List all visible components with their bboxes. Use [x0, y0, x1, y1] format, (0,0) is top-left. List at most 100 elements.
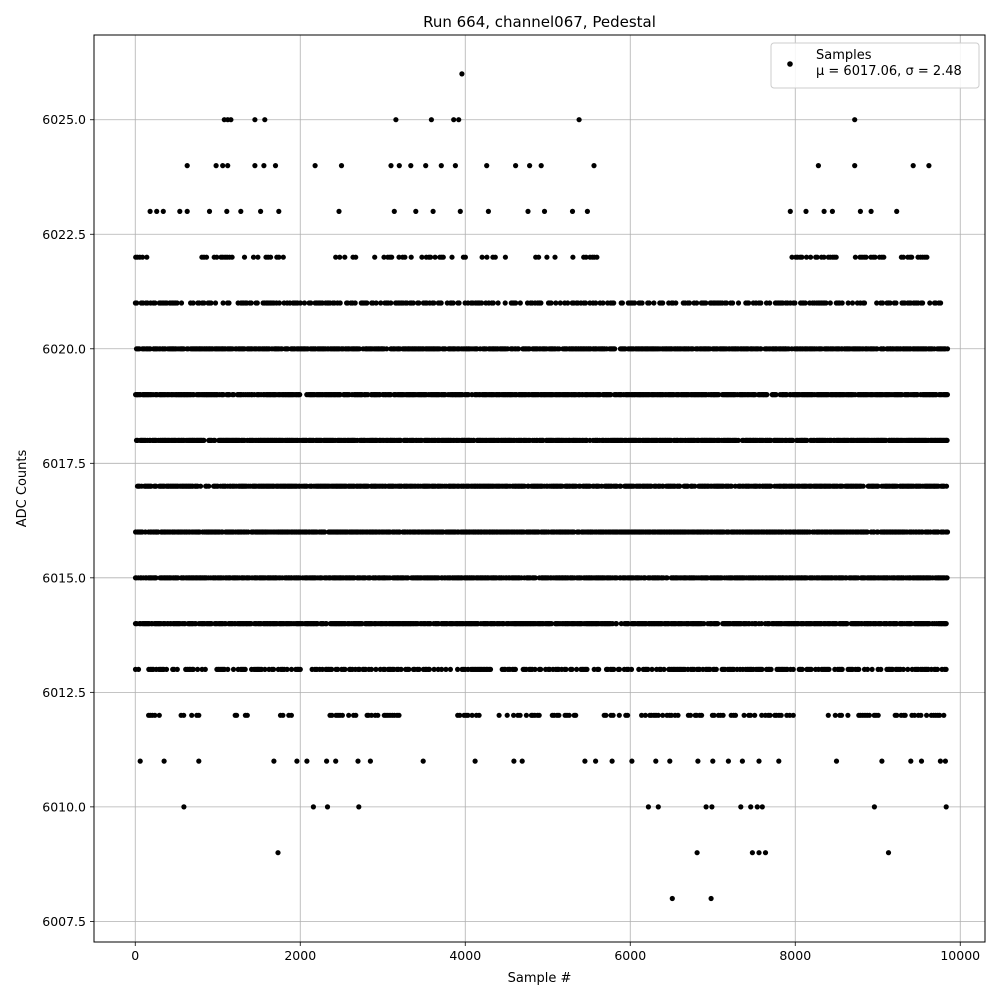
sample-point: [875, 483, 881, 489]
sample-point: [613, 621, 620, 627]
sample-point: [673, 300, 679, 306]
sample-point: [639, 300, 645, 306]
sample-point: [548, 621, 555, 627]
sample-point: [178, 300, 185, 306]
data-points: [132, 71, 951, 902]
sample-point: [735, 437, 741, 443]
sample-point: [276, 300, 282, 306]
sample-point: [692, 483, 698, 489]
sample-point: [861, 300, 868, 306]
sample-point: [226, 300, 232, 306]
sample-point: [230, 666, 237, 673]
sample-point: [701, 621, 707, 627]
chart-title: Run 664, channel067, Pedestal: [423, 13, 656, 31]
sample-point: [538, 300, 544, 306]
sample-point: [368, 666, 374, 673]
sample-point: [206, 483, 212, 489]
sample-point: [254, 300, 260, 306]
sample-point: [792, 300, 798, 306]
sample-point: [416, 300, 422, 306]
sample-point: [502, 300, 508, 306]
sample-point: [758, 300, 764, 306]
sample-point: [618, 483, 624, 489]
sample-point: [660, 300, 666, 306]
sample-point: [849, 300, 856, 306]
sample-point: [565, 300, 571, 306]
sample-point: [135, 666, 142, 673]
sample-point: [352, 300, 358, 306]
sample-point: [600, 300, 606, 306]
sample-point: [134, 300, 140, 306]
sample-point: [373, 300, 379, 306]
sample-point: [920, 300, 926, 306]
sample-point: [943, 483, 950, 489]
sample-point: [450, 300, 456, 306]
sample-point: [619, 300, 626, 306]
sample-point: [271, 666, 277, 673]
sample-point: [174, 666, 180, 673]
sample-point: [728, 483, 735, 489]
sample-point: [208, 300, 214, 306]
sample-point: [611, 300, 617, 306]
sample-point: [944, 529, 951, 535]
sample-point: [388, 300, 394, 306]
sample-point: [456, 300, 462, 306]
sample-point: [153, 575, 159, 581]
sample-point: [242, 666, 248, 673]
sample-point: [322, 529, 328, 535]
sample-point: [248, 300, 254, 306]
sample-point: [730, 300, 736, 306]
sample-point: [790, 437, 796, 443]
sample-point: [198, 483, 204, 489]
sample-point: [364, 300, 370, 306]
sample-point: [839, 300, 845, 306]
sample-point: [694, 300, 700, 306]
sample-point: [686, 300, 693, 306]
sample-point: [767, 300, 773, 306]
sample-point: [715, 621, 721, 627]
sample-point: [746, 300, 752, 306]
sample-point: [202, 666, 208, 673]
sample-point: [827, 300, 833, 306]
sample-point: [927, 300, 933, 306]
sample-point: [944, 575, 950, 581]
sample-point: [495, 300, 501, 306]
sample-point: [337, 300, 343, 306]
sample-point: [195, 666, 201, 673]
sample-point: [938, 300, 944, 306]
sample-point: [553, 300, 559, 306]
sample-point: [225, 666, 231, 673]
sample-point: [944, 346, 951, 352]
sample-point: [548, 300, 554, 306]
sample-point: [651, 300, 657, 306]
sample-point: [297, 392, 303, 398]
sample-point: [768, 483, 774, 489]
sample-point: [703, 300, 709, 306]
sample-point: [342, 666, 348, 673]
sample-point: [804, 437, 810, 443]
sample-point: [190, 300, 196, 306]
sample-point: [212, 437, 218, 443]
sample-point: [764, 392, 770, 398]
sample-point: [893, 300, 899, 306]
sample-point: [517, 300, 523, 306]
sample-point: [646, 300, 652, 306]
sample-point: [532, 575, 539, 581]
sample-point: [864, 529, 870, 535]
sample-point: [612, 346, 618, 352]
sample-point: [664, 575, 670, 581]
sample-point: [735, 300, 742, 306]
sample-point: [301, 300, 308, 306]
sample-point: [758, 621, 765, 627]
sample-point: [163, 666, 170, 673]
sample-point: [201, 437, 207, 443]
sample-point: [212, 300, 219, 306]
sample-point: [860, 483, 866, 489]
sample-point: [513, 300, 519, 306]
sample-point: [943, 621, 949, 627]
sample-point: [844, 621, 850, 627]
sample-point: [438, 300, 444, 306]
sample-point: [323, 621, 329, 627]
